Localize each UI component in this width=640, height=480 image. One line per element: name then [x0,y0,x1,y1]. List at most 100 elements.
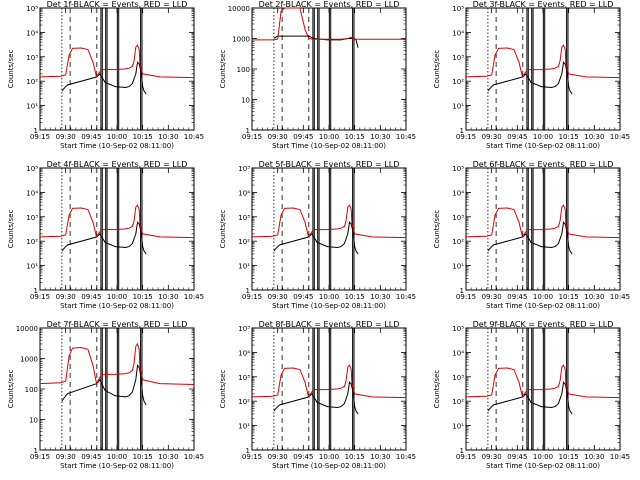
panel-title: Det 5f-BLACK = Events, RED = LLD [259,160,400,169]
detector-panel-1: Det 1f-BLACK = Events, RED = LLD 1 10¹ 10² 1… [7,0,204,150]
y-tick-label: 1000 [20,356,38,364]
detector-panel-7: Det 7f-BLACK = Events, RED = LLD 1 10 100 10… [7,320,204,470]
x-tick-label: 09:30 [268,133,288,141]
events-series-line [61,61,147,95]
x-axis-label: Start Time (10-Sep-02 08:11:00) [60,142,174,150]
y-tick-label: 10⁴ [452,29,464,37]
y-tick-label: 10¹ [238,263,250,271]
events-series-line [61,363,147,406]
x-axis-label: Start Time (10-Sep-02 08:11:00) [272,142,386,150]
y-tick-label: 10² [238,238,250,246]
x-tick-label: 10:15 [559,293,579,301]
x-tick-label: 09:30 [482,293,502,301]
events-series-line [273,35,359,48]
y-tick-label: 10000 [16,325,38,333]
x-tick-label: 10:45 [396,293,416,301]
x-axis-label: Start Time (10-Sep-02 08:11:00) [60,462,174,470]
x-tick-label: 10:45 [396,133,416,141]
x-tick-label: 09:15 [456,133,476,141]
detector-panel-8: Det 8f-BLACK = Events, RED = LLD 1 10¹ 10² 1… [219,320,416,470]
panel-title: Det 6f-BLACK = Events, RED = LLD [473,160,614,169]
y-tick-label: 100 [25,386,38,394]
x-tick-label: 10:45 [610,133,630,141]
x-tick-label: 09:30 [268,453,288,461]
x-tick-label: 09:30 [482,133,502,141]
lld-series-line [39,204,195,239]
x-axis-label: Start Time (10-Sep-02 08:11:00) [60,302,174,310]
y-tick-label: 1000 [232,36,250,44]
x-tick-label: 09:30 [268,293,288,301]
events-series-line [273,221,359,255]
x-tick-label: 10:00 [319,453,339,461]
y-tick-label: 10000 [228,5,250,13]
y-tick-label: 1 [34,287,38,295]
x-tick-label: 10:30 [584,453,604,461]
x-tick-label: 10:30 [584,133,604,141]
detector-panel-2: Det 2f-BLACK = Events, RED = LLD 1 10 100 10… [219,0,416,150]
x-tick-label: 09:15 [456,293,476,301]
y-tick-label: 1 [460,287,464,295]
x-tick-label: 10:30 [158,293,178,301]
y-tick-label: 10⁴ [238,189,250,197]
x-tick-label: 10:30 [158,133,178,141]
x-tick-label: 10:45 [396,453,416,461]
x-axis-label: Start Time (10-Sep-02 08:11:00) [486,302,600,310]
y-tick-label: 10⁵ [452,165,464,173]
y-tick-label: 10⁴ [452,349,464,357]
detector-panel-5: Det 5f-BLACK = Events, RED = LLD 1 10¹ 10² 1… [219,160,416,310]
y-tick-label: 1 [246,447,250,455]
x-tick-label: 09:45 [293,293,313,301]
y-tick-label: 1 [460,447,464,455]
y-tick-label: 10¹ [452,423,464,431]
x-tick-label: 09:45 [81,293,101,301]
x-tick-label: 09:15 [242,293,262,301]
lld-series-line [465,364,621,399]
panel-title: Det 7f-BLACK = Events, RED = LLD [47,320,188,329]
x-tick-label: 09:45 [507,453,527,461]
events-series-line [61,221,147,255]
x-tick-label: 10:00 [107,453,127,461]
detector-panel-6: Det 6f-BLACK = Events, RED = LLD 1 10¹ 10² 1… [433,160,630,310]
y-tick-label: 10³ [238,374,250,382]
x-tick-label: 10:00 [107,133,127,141]
y-tick-label: 1 [34,127,38,135]
x-tick-label: 10:00 [533,453,553,461]
y-axis-label: Counts/sec [433,370,441,409]
x-tick-label: 10:15 [559,453,579,461]
x-tick-label: 10:45 [184,133,204,141]
y-tick-label: 10² [452,398,464,406]
y-tick-label: 10¹ [452,103,464,111]
detector-panel-3: Det 3f-BLACK = Events, RED = LLD 1 10¹ 10² 1… [433,0,630,150]
x-tick-label: 09:45 [293,133,313,141]
x-tick-label: 10:00 [319,293,339,301]
x-tick-label: 10:45 [610,453,630,461]
y-tick-label: 10³ [452,214,464,222]
x-tick-label: 09:45 [81,453,101,461]
y-axis-label: Counts/sec [219,210,227,249]
y-tick-label: 100 [237,66,250,74]
y-tick-label: 10⁴ [26,189,38,197]
x-tick-label: 09:30 [56,133,76,141]
x-tick-label: 10:15 [345,453,365,461]
x-tick-label: 10:45 [184,453,204,461]
y-tick-label: 10² [452,78,464,86]
x-tick-label: 09:30 [482,453,502,461]
x-tick-label: 10:15 [133,453,153,461]
x-tick-label: 09:15 [30,453,50,461]
x-tick-label: 09:30 [56,293,76,301]
y-tick-label: 10⁵ [452,325,464,333]
y-tick-label: 10² [452,238,464,246]
events-series-line [487,381,573,415]
lld-series-line [39,44,195,79]
y-tick-label: 10 [241,97,250,105]
y-tick-label: 10⁵ [238,325,250,333]
y-tick-label: 10² [26,78,38,86]
y-tick-label: 10³ [452,374,464,382]
lld-series-line [252,7,406,41]
y-tick-label: 10³ [452,54,464,62]
x-axis-label: Start Time (10-Sep-02 08:11:00) [272,302,386,310]
y-axis-label: Counts/sec [7,370,15,409]
x-axis-label: Start Time (10-Sep-02 08:11:00) [272,462,386,470]
x-tick-label: 09:30 [56,453,76,461]
